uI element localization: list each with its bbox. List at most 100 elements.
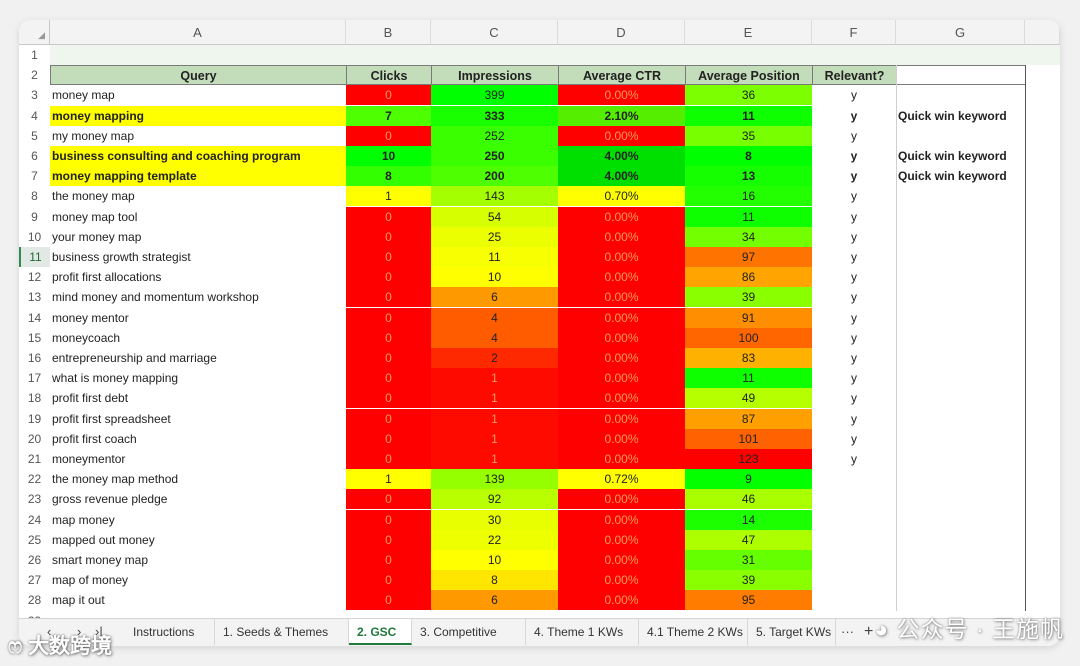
clicks-cell[interactable]: 0 bbox=[346, 327, 431, 348]
relevant-cell[interactable]: y bbox=[851, 391, 857, 406]
clicks-cell[interactable]: 0 bbox=[346, 368, 431, 389]
relevant-cell[interactable]: y bbox=[851, 270, 857, 285]
note-cell[interactable] bbox=[898, 328, 1025, 348]
query-cell[interactable]: profit first allocations bbox=[52, 270, 162, 285]
relevant-cell[interactable]: y bbox=[851, 452, 857, 466]
query-cell[interactable]: money mentor bbox=[52, 310, 129, 325]
relevant-cell[interactable] bbox=[812, 550, 896, 570]
header-impressions[interactable]: Impressions bbox=[431, 65, 559, 86]
impressions-cell[interactable]: 6 bbox=[431, 590, 558, 611]
relevant-cell[interactable]: y bbox=[851, 128, 857, 143]
position-cell[interactable]: 9 bbox=[685, 469, 812, 490]
ctr-cell[interactable]: 0.00% bbox=[558, 287, 685, 308]
clicks-cell[interactable]: 0 bbox=[346, 307, 431, 328]
query-cell[interactable]: what is money mapping bbox=[52, 371, 179, 386]
note-cell[interactable] bbox=[898, 469, 1025, 489]
relevant-cell[interactable] bbox=[812, 489, 896, 509]
note-cell[interactable] bbox=[898, 388, 1025, 408]
note-cell[interactable]: Quick win keyword bbox=[898, 169, 1007, 184]
position-cell[interactable]: 11 bbox=[685, 206, 812, 227]
query-cell[interactable]: moneymentor bbox=[52, 452, 126, 466]
ctr-cell[interactable]: 0.00% bbox=[558, 428, 685, 449]
impressions-cell[interactable]: 30 bbox=[431, 509, 558, 530]
clicks-cell[interactable]: 0 bbox=[346, 529, 431, 550]
row-number[interactable]: 24 bbox=[19, 509, 50, 530]
query-cell[interactable]: the money map method bbox=[52, 472, 179, 487]
note-cell[interactable] bbox=[898, 368, 1025, 388]
relevant-cell[interactable]: y bbox=[851, 209, 857, 224]
relevant-cell[interactable]: y bbox=[851, 431, 857, 446]
ctr-cell[interactable]: 0.00% bbox=[558, 570, 685, 591]
relevant-cell[interactable]: y bbox=[851, 290, 857, 305]
impressions-cell[interactable]: 22 bbox=[431, 529, 558, 550]
impressions-cell[interactable]: 4 bbox=[431, 307, 558, 328]
ctr-cell[interactable]: 4.00% bbox=[558, 166, 685, 187]
note-cell[interactable] bbox=[898, 85, 1025, 105]
clicks-cell[interactable]: 0 bbox=[346, 287, 431, 308]
ctr-cell[interactable]: 0.00% bbox=[558, 307, 685, 328]
ctr-cell[interactable]: 2.10% bbox=[558, 105, 685, 126]
row-number[interactable]: 2 bbox=[19, 65, 50, 86]
query-cell[interactable]: money mapping bbox=[50, 105, 346, 126]
clicks-cell[interactable]: 0 bbox=[346, 348, 431, 368]
row-number[interactable]: 4 bbox=[19, 105, 50, 126]
position-cell[interactable]: 34 bbox=[685, 226, 812, 247]
impressions-cell[interactable]: 11 bbox=[431, 247, 558, 267]
position-cell[interactable]: 16 bbox=[685, 186, 812, 207]
query-cell[interactable]: business consulting and coaching program bbox=[50, 146, 346, 166]
query-cell[interactable]: the money map bbox=[52, 189, 135, 204]
row-number[interactable]: 17 bbox=[19, 368, 50, 389]
row-number[interactable]: 28 bbox=[19, 590, 50, 611]
note-cell[interactable] bbox=[898, 429, 1025, 449]
ctr-cell[interactable]: 0.00% bbox=[558, 226, 685, 247]
impressions-cell[interactable]: 399 bbox=[431, 85, 558, 106]
position-cell[interactable]: 49 bbox=[685, 388, 812, 409]
position-cell[interactable]: 86 bbox=[685, 267, 812, 288]
relevant-cell[interactable]: y bbox=[851, 250, 857, 264]
note-cell[interactable] bbox=[898, 247, 1025, 267]
note-cell[interactable] bbox=[898, 590, 1025, 610]
query-cell[interactable]: business growth strategist bbox=[52, 250, 191, 264]
column-header-g[interactable]: G bbox=[896, 20, 1025, 45]
clicks-cell[interactable]: 0 bbox=[346, 206, 431, 227]
note-cell[interactable] bbox=[898, 409, 1025, 429]
ctr-cell[interactable]: 0.00% bbox=[558, 449, 685, 469]
impressions-cell[interactable]: 250 bbox=[431, 146, 558, 166]
query-cell[interactable]: gross revenue pledge bbox=[52, 492, 168, 507]
position-cell[interactable]: 87 bbox=[685, 408, 812, 429]
tab-nav-prev-icon[interactable]: ‹ bbox=[47, 624, 52, 639]
impressions-cell[interactable]: 10 bbox=[431, 550, 558, 570]
query-cell[interactable]: my money map bbox=[52, 128, 135, 143]
row-number[interactable]: 19 bbox=[19, 408, 50, 429]
ctr-cell[interactable]: 0.00% bbox=[558, 550, 685, 570]
row-number[interactable]: 8 bbox=[19, 186, 50, 207]
clicks-cell[interactable]: 0 bbox=[346, 85, 431, 106]
impressions-cell[interactable]: 92 bbox=[431, 489, 558, 510]
position-cell[interactable]: 83 bbox=[685, 348, 812, 368]
note-cell[interactable] bbox=[898, 489, 1025, 509]
impressions-cell[interactable]: 1 bbox=[431, 368, 558, 389]
relevant-cell[interactable] bbox=[812, 469, 896, 489]
ctr-cell[interactable]: 0.00% bbox=[558, 388, 685, 409]
column-header-b[interactable]: B bbox=[346, 20, 431, 45]
row-number[interactable]: 25 bbox=[19, 529, 50, 550]
query-cell[interactable]: money map tool bbox=[52, 209, 138, 224]
position-cell[interactable]: 100 bbox=[685, 327, 812, 348]
header-average-ctr[interactable]: Average CTR bbox=[558, 65, 686, 86]
sheet-tab-1-seeds-themes[interactable]: 1. Seeds & Themes bbox=[215, 619, 349, 645]
query-cell[interactable]: money mapping template bbox=[50, 166, 346, 187]
clicks-cell[interactable]: 0 bbox=[346, 428, 431, 449]
tab-nav-last-icon[interactable]: ›| bbox=[95, 624, 103, 639]
clicks-cell[interactable]: 8 bbox=[346, 166, 431, 187]
position-cell[interactable]: 31 bbox=[685, 550, 812, 570]
row-number[interactable]: 13 bbox=[19, 287, 50, 308]
impressions-cell[interactable]: 25 bbox=[431, 226, 558, 247]
relevant-cell[interactable]: y bbox=[851, 330, 857, 345]
row-number[interactable]: 7 bbox=[19, 166, 50, 187]
row-number[interactable]: 22 bbox=[19, 469, 50, 490]
header-query[interactable]: Query bbox=[50, 65, 347, 86]
impressions-cell[interactable]: 4 bbox=[431, 327, 558, 348]
note-cell[interactable] bbox=[898, 308, 1025, 328]
relevant-cell[interactable]: y bbox=[850, 169, 858, 184]
clicks-cell[interactable]: 0 bbox=[346, 570, 431, 591]
